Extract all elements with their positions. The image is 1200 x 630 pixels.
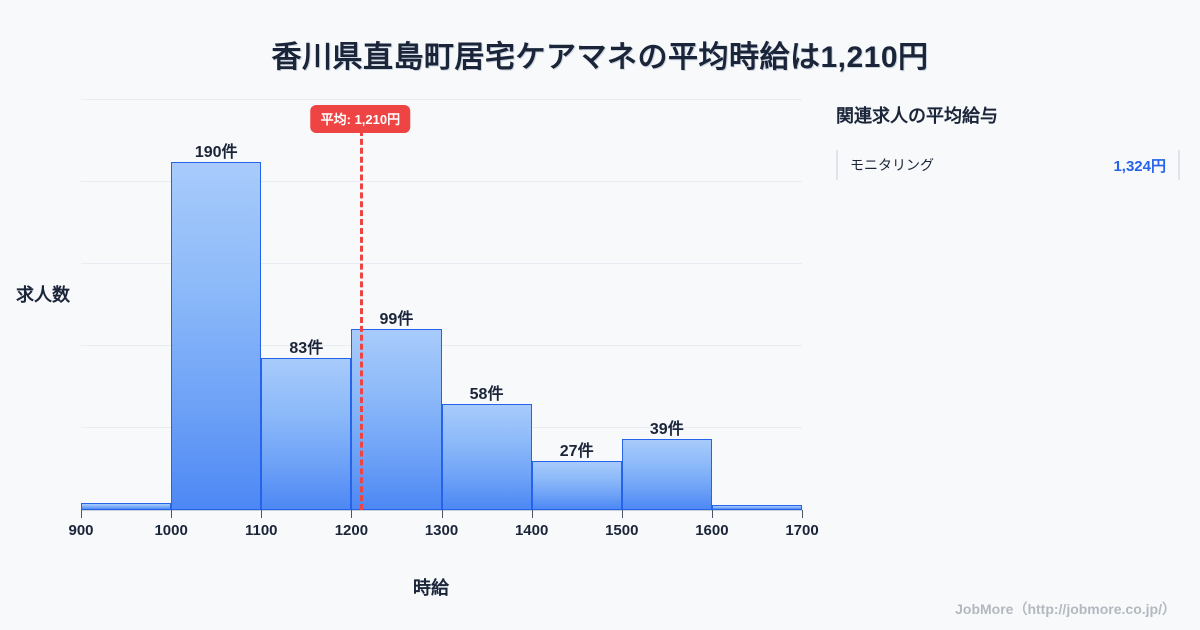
bar-value-label: 83件 — [289, 339, 324, 357]
bar-value-label: 190件 — [194, 144, 238, 161]
bar-value-label: 39件 — [649, 420, 684, 438]
x-axis-tick — [531, 510, 533, 518]
x-axis-tick — [802, 510, 803, 518]
bar-value-label: 27件 — [559, 442, 594, 460]
gridline — [81, 345, 802, 346]
side-panel: 関連求人の平均給与 モニタリング 1,324円 — [836, 102, 1180, 180]
y-axis-title: 求人数 — [16, 285, 70, 305]
x-axis-tick-label: 1400 — [514, 522, 549, 539]
x-axis-tick-label: 1500 — [605, 522, 639, 539]
chart-plot-area — [81, 99, 802, 510]
side-panel-title: 関連求人の平均給与 — [836, 106, 998, 126]
histogram-bar — [171, 162, 262, 510]
salary-row-name: モニタリング — [850, 157, 934, 173]
x-axis-tick-label: 1100 — [244, 522, 278, 539]
salary-row: モニタリング 1,324円 — [836, 150, 1180, 180]
bar-value-label: 99件 — [379, 310, 414, 328]
histogram-bar — [81, 502, 172, 510]
gridline — [81, 263, 802, 264]
watermark: JobMore（http://jobmore.co.jp/） — [955, 601, 1176, 617]
bar-value-label: 58件 — [469, 385, 504, 403]
gridline — [81, 181, 802, 182]
x-axis-tick-label: 1300 — [424, 522, 459, 539]
x-axis-tick — [351, 510, 353, 518]
x-axis-tick-label: 1000 — [154, 522, 188, 539]
histogram-bar — [711, 504, 802, 510]
x-axis-tick-label: 900 — [68, 522, 94, 539]
x-axis-title: 時給 — [413, 578, 449, 598]
x-axis-tick — [441, 510, 443, 518]
histogram-bar — [531, 460, 622, 510]
mean-line — [360, 130, 364, 510]
x-axis-tick — [81, 510, 82, 518]
histogram-bar — [441, 403, 532, 510]
x-axis-tick-label: 1600 — [695, 522, 729, 539]
histogram-bar — [351, 328, 442, 510]
x-axis-tick-label: 1200 — [334, 522, 369, 539]
mean-badge: 平均: 1,210円 — [310, 105, 411, 133]
histogram-bar — [621, 438, 712, 510]
x-axis-tick — [171, 510, 173, 518]
gridline — [81, 99, 802, 100]
salary-list: モニタリング 1,324円 — [836, 150, 1180, 180]
histogram-bar — [261, 357, 352, 510]
x-axis-tick — [261, 510, 263, 518]
salary-row-value: 1,324円 — [1113, 157, 1166, 175]
x-axis-tick — [711, 510, 713, 518]
x-axis-tick-label: 1700 — [785, 522, 819, 539]
x-axis-tick — [621, 510, 623, 518]
page-title: 香川県直島町居宅ケアマネの平均時給は1,210円 — [271, 41, 929, 74]
